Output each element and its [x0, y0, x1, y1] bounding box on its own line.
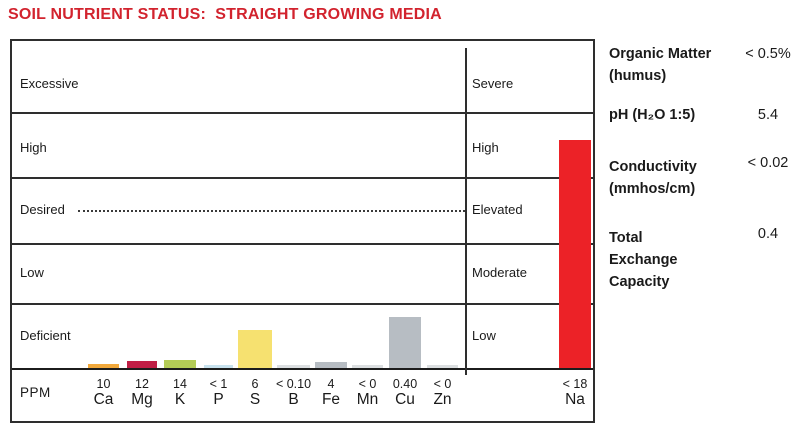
ph-value: 5.4 [757, 107, 779, 123]
bar-mn [352, 365, 383, 368]
bar-cu [389, 317, 421, 368]
total-exchange-capacity-label: Total Exchange Capacity [609, 230, 678, 290]
desired-target-dotted-line [78, 210, 465, 212]
na-axis-tick [465, 370, 467, 375]
ppm-value-ca: 10 [96, 377, 111, 391]
conductivity-label: Conductivity (mmhos/cm) [609, 159, 697, 197]
ppm-value-na: < 18 [562, 377, 588, 391]
bar-k [164, 360, 196, 368]
organic-matter-label: Organic Matter (humus) [609, 46, 712, 84]
nutrient-symbol-b: B [288, 391, 299, 408]
zone-label-right-high: High [472, 140, 499, 155]
organic-matter-value: < 0.5% [745, 46, 791, 62]
nutrient-symbol-mn: Mn [356, 391, 379, 408]
nutrient-symbol-fe: Fe [321, 391, 341, 408]
na-section-divider [465, 48, 467, 370]
soil-nutrient-chart: Excessive High Desired Low Deficient Severe H… [10, 39, 595, 423]
total-exchange-capacity-value: 0.4 [757, 226, 779, 242]
ppm-value-fe: 4 [327, 377, 335, 391]
nutrient-symbol-p: P [213, 391, 224, 408]
bar-mg [127, 361, 157, 368]
zone-boundary-line [12, 177, 593, 179]
ppm-value-zn: < 0 [433, 377, 452, 391]
zone-boundary-line [12, 112, 593, 114]
baseline-axis [12, 368, 593, 370]
nutrient-symbol-mg: Mg [131, 391, 153, 408]
bar-fe [315, 362, 347, 368]
zone-label-left-high: High [20, 140, 47, 155]
bar-b [277, 365, 310, 368]
zone-label-right-moderate: Moderate [472, 265, 527, 280]
nutrient-symbol-cu: Cu [395, 391, 415, 408]
ppm-value-mn: < 0 [358, 377, 377, 391]
zone-label-right-low: Low [472, 328, 496, 343]
conductivity-value: < 0.02 [747, 155, 789, 171]
zone-label-left-deficient: Deficient [20, 328, 71, 343]
zone-boundary-line [12, 303, 593, 305]
ppm-axis-caption: PPM [20, 385, 51, 400]
ppm-value-b: < 0.10 [275, 377, 312, 391]
nutrient-symbol-s: S [249, 391, 261, 408]
zone-label-right-elevated: Elevated [472, 202, 523, 217]
bar-ca [88, 364, 119, 368]
nutrient-symbol-k: K [174, 391, 186, 408]
nutrient-symbol-zn: Zn [433, 391, 452, 408]
bar-zn [427, 365, 458, 368]
ppm-value-k: 14 [173, 377, 187, 391]
zone-label-right-severe: Severe [472, 76, 514, 91]
bar-s [238, 330, 272, 368]
bar-p [204, 365, 233, 368]
zone-label-left-desired: Desired [20, 202, 65, 217]
page-title: SOIL NUTRIENT STATUS: STRAIGHT GROWING M… [8, 6, 442, 23]
zone-boundary-line [12, 243, 593, 245]
ppm-value-mg: 12 [135, 377, 149, 391]
ph-label: pH (H₂O 1:5) [609, 107, 696, 123]
bar-na [559, 140, 591, 368]
nutrient-symbol-ca: Ca [93, 391, 114, 408]
zone-label-left-low: Low [20, 265, 44, 280]
zone-label-left-excessive: Excessive [20, 76, 79, 91]
ppm-value-p: < 1 [209, 377, 228, 391]
ppm-value-cu: 0.40 [392, 377, 418, 391]
ppm-value-s: 6 [251, 377, 259, 391]
nutrient-symbol-na: Na [565, 391, 585, 408]
